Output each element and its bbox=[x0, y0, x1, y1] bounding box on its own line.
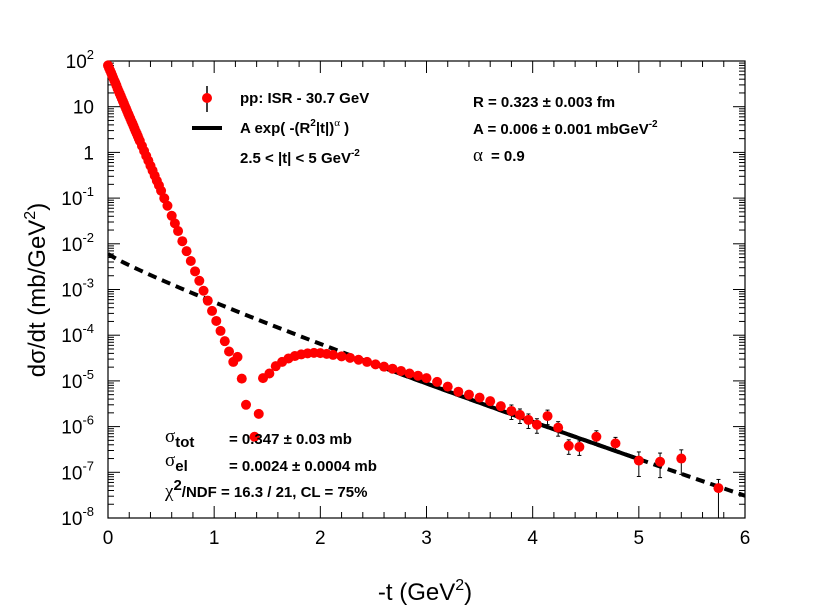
fit-parameters: R = 0.323 ± 0.003 fm A = 0.006 ± 0.001 m… bbox=[473, 94, 658, 166]
data-point bbox=[198, 285, 209, 296]
data-point bbox=[655, 456, 666, 467]
x-tick-labels: 0 1 2 3 4 5 6 bbox=[103, 528, 751, 549]
sigma-tot-value: = 0.347 ± 0.03 mb bbox=[229, 431, 352, 448]
data-point bbox=[432, 376, 443, 387]
data-point bbox=[241, 399, 252, 410]
data-point bbox=[232, 351, 243, 362]
data-point bbox=[713, 483, 724, 494]
x-tick-label: 3 bbox=[421, 528, 432, 549]
data-point bbox=[328, 349, 339, 360]
data-point bbox=[362, 356, 373, 367]
data-point bbox=[553, 422, 564, 433]
legend-entry-data: pp: ISR - 30.7 GeV bbox=[240, 90, 369, 107]
y-tick-label: 10-4 bbox=[61, 321, 94, 347]
data-point bbox=[173, 226, 184, 237]
data-point bbox=[219, 336, 230, 347]
param-R: R = 0.323 ± 0.003 fm bbox=[473, 94, 615, 111]
data-point bbox=[563, 440, 574, 451]
data-points bbox=[103, 60, 724, 519]
y-tick-label: 10-2 bbox=[61, 230, 94, 256]
data-point bbox=[591, 431, 602, 442]
data-point bbox=[190, 266, 201, 277]
data-point bbox=[474, 392, 485, 403]
y-tick-label: 10-8 bbox=[61, 504, 94, 530]
legend: pp: ISR - 30.7 GeV A exp( -(R2|t|)α ) 2.… bbox=[192, 86, 369, 167]
data-point bbox=[185, 256, 196, 267]
data-point bbox=[166, 210, 177, 221]
y-tick-label: 10-7 bbox=[61, 458, 94, 484]
sigma-tot: σtot bbox=[165, 426, 194, 451]
data-point bbox=[159, 193, 170, 204]
y-tick-labels: 10-8 10-7 10-6 10-5 10-4 10-3 10-2 10-1 1 10 102 bbox=[61, 47, 94, 530]
x-tick-label: 6 bbox=[740, 528, 751, 549]
sigma-el-value: = 0.0024 ± 0.0004 mb bbox=[229, 458, 377, 475]
y-tick-label: 10-3 bbox=[61, 276, 94, 302]
data-point bbox=[181, 246, 192, 257]
y-tick-label: 10-5 bbox=[61, 367, 94, 393]
data-point bbox=[574, 441, 585, 452]
data-point bbox=[633, 455, 644, 466]
data-point bbox=[495, 401, 506, 412]
data-point bbox=[506, 405, 517, 416]
data-point bbox=[156, 185, 167, 196]
legend-marker-point bbox=[202, 93, 212, 103]
data-point bbox=[236, 373, 247, 384]
x-tick-label: 1 bbox=[209, 528, 220, 549]
x-tick-label: 2 bbox=[315, 528, 326, 549]
legend-entry-fit: A exp( -(R2|t|)α ) bbox=[240, 117, 349, 137]
y-tick-label: 10-6 bbox=[61, 413, 94, 439]
legend-entry-range: 2.5 < |t| < 5 GeV-2 bbox=[240, 148, 360, 167]
chi2-ndf: χ2/NDF = 16.3 / 21, CL = 75% bbox=[164, 477, 367, 502]
data-point bbox=[404, 368, 415, 379]
data-point bbox=[194, 275, 205, 286]
data-point bbox=[523, 414, 534, 425]
data-point bbox=[610, 438, 621, 449]
cross-section-results: σtot = 0.347 ± 0.03 mb σel = 0.0024 ± 0.… bbox=[164, 426, 377, 502]
data-point bbox=[542, 411, 553, 422]
data-point bbox=[413, 370, 424, 381]
x-tick-label: 4 bbox=[527, 528, 538, 549]
param-A: A = 0.006 ± 0.001 mbGeV-2 bbox=[473, 119, 658, 138]
data-point bbox=[345, 352, 356, 363]
data-point bbox=[514, 409, 525, 420]
data-point bbox=[336, 351, 347, 362]
data-point bbox=[531, 419, 542, 430]
fit-solid-line bbox=[372, 362, 640, 461]
data-point bbox=[353, 354, 364, 365]
data-point bbox=[211, 315, 222, 326]
data-point bbox=[453, 386, 464, 397]
param-alpha: α = 0.9 bbox=[473, 145, 525, 166]
x-tick-label: 0 bbox=[103, 528, 114, 549]
data-point bbox=[387, 363, 398, 374]
y-tick-label: 102 bbox=[66, 47, 94, 73]
data-point bbox=[202, 295, 213, 306]
data-point bbox=[177, 236, 188, 247]
data-point bbox=[253, 408, 264, 419]
data-point bbox=[162, 200, 173, 211]
data-point bbox=[463, 389, 474, 400]
data-point bbox=[370, 359, 381, 370]
y-axis-title: dσ/dt (mb/GeV2) bbox=[22, 203, 51, 377]
data-point bbox=[249, 431, 260, 442]
data-point bbox=[485, 396, 496, 407]
data-point bbox=[264, 368, 275, 379]
data-point bbox=[169, 218, 180, 229]
y-tick-label: 10 bbox=[73, 98, 94, 119]
data-point bbox=[676, 453, 687, 464]
x-tick-label: 5 bbox=[634, 528, 645, 549]
data-point bbox=[396, 365, 407, 376]
data-point bbox=[379, 361, 390, 372]
y-tick-label: 1 bbox=[83, 143, 94, 164]
data-point bbox=[215, 325, 226, 336]
data-point bbox=[224, 346, 235, 357]
sigma-el: σel bbox=[165, 450, 188, 475]
data-point bbox=[207, 305, 218, 316]
y-tick-label: 10-1 bbox=[61, 184, 94, 210]
data-point bbox=[442, 381, 453, 392]
x-axis-title: -t (GeV2) bbox=[378, 577, 472, 606]
data-point bbox=[421, 373, 432, 384]
